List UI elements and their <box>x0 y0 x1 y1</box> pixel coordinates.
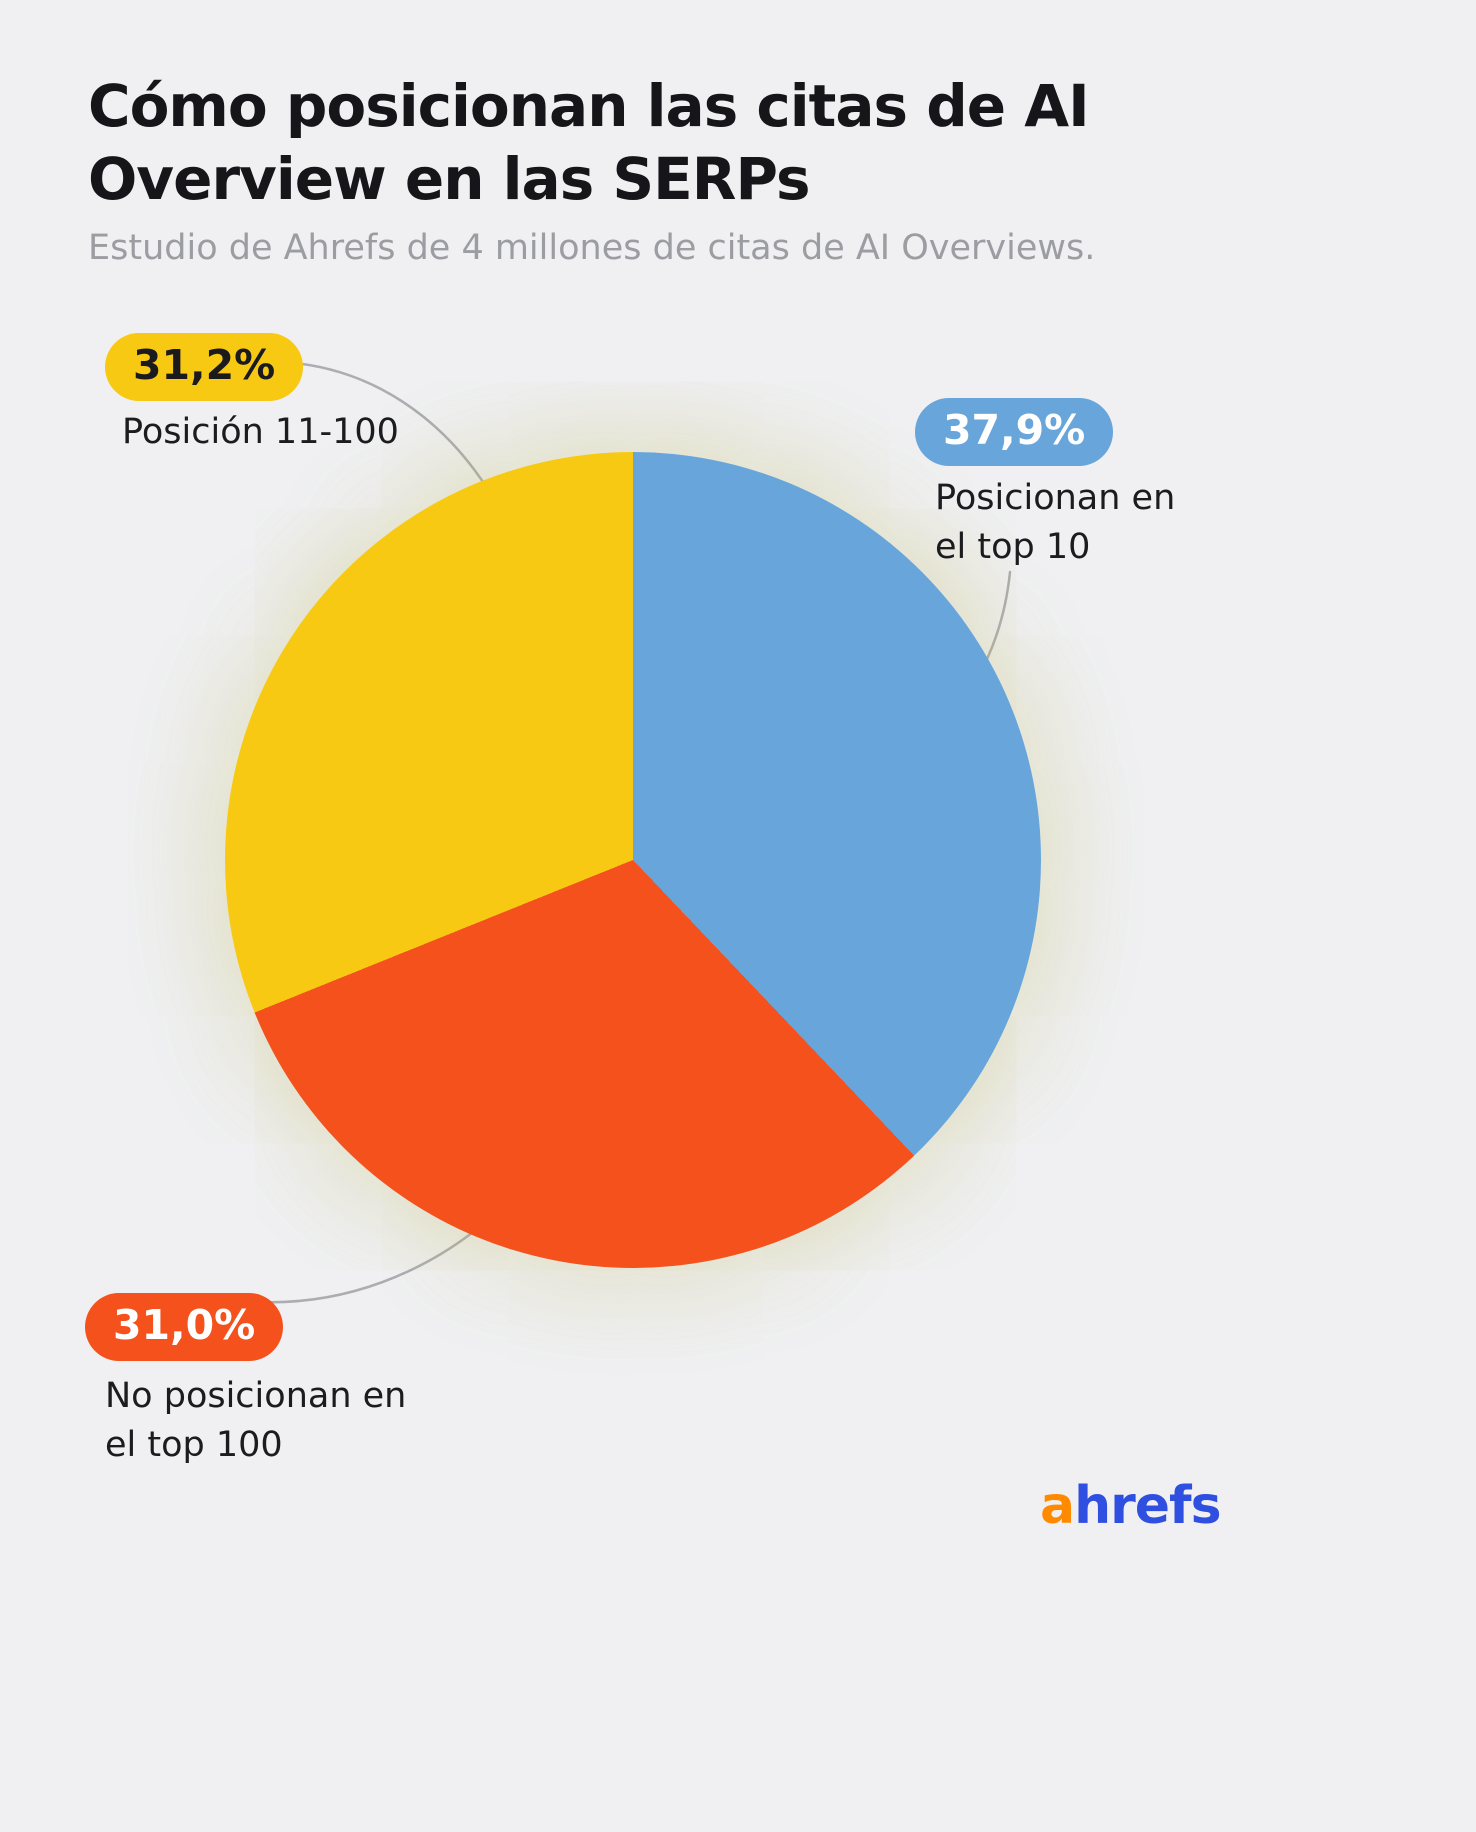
pie-chart <box>225 452 1041 1268</box>
label-top-10-line2: el top 10 <box>935 527 1091 567</box>
label-position-11-100: Posición 11-100 <box>122 412 399 452</box>
badge-position-11-100: 31,2% <box>105 333 304 401</box>
label-not-in-top-100-line1: No posicionan en <box>105 1376 407 1416</box>
badge-not-in-top-100: 31,0% <box>85 1293 284 1361</box>
label-top-10-line1: Posicionan en <box>935 478 1176 518</box>
page-title-line2: Overview en las SERPs <box>88 144 810 213</box>
label-not-in-top-100: No posicionan en el top 100 <box>105 1372 406 1470</box>
ahrefs-logo-hrefs: hrefs <box>1074 1476 1222 1536</box>
page-title: Cómo posicionan las citas de AI Overview… <box>88 70 1288 215</box>
ahrefs-logo-a: a <box>1040 1476 1075 1536</box>
page-title-line1: Cómo posicionan las citas de AI <box>88 72 1090 140</box>
label-top-10: Posicionan en el top 10 <box>935 474 1175 572</box>
ahrefs-logo: ahrefs <box>1040 1476 1222 1536</box>
page-subtitle: Estudio de Ahrefs de 4 millones de citas… <box>88 228 1096 268</box>
badge-top-10: 37,9% <box>915 398 1114 466</box>
label-not-in-top-100-line2: el top 100 <box>105 1425 283 1465</box>
